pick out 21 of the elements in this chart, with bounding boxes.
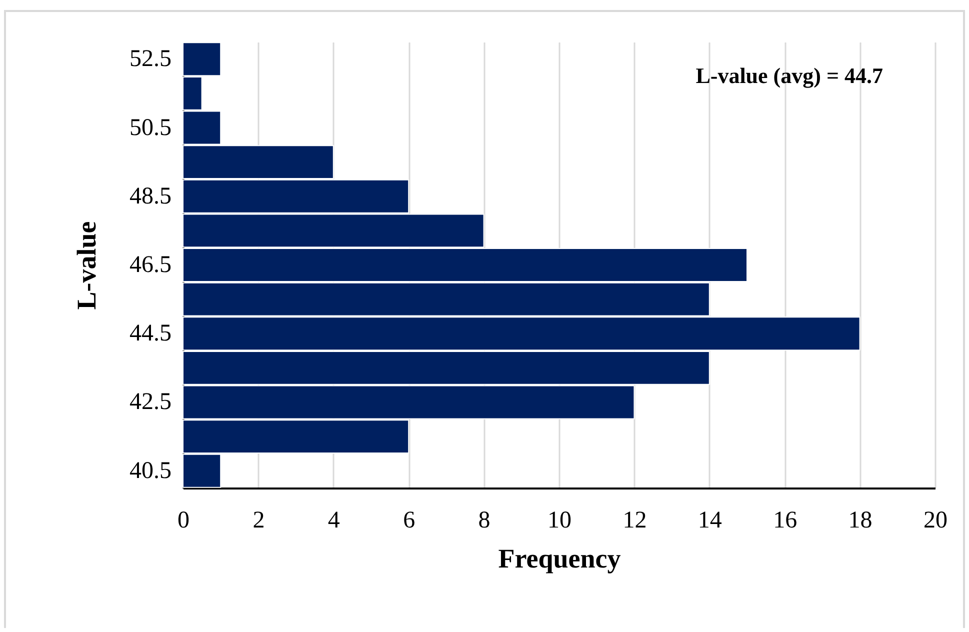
y-axis-title: L-value [72,221,102,310]
y-tick-label: 44.5 [130,320,172,347]
x-tick-label: 2 [252,508,265,534]
x-tick-label: 18 [848,508,872,534]
y-tick-label: 48.5 [130,183,172,210]
x-axis-title: Frequency [498,544,622,574]
x-tick-label: 4 [328,508,340,534]
x-tick-label: 20 [924,508,948,534]
y-tick-label: 42.5 [130,389,172,416]
x-tick-label: 10 [548,508,572,534]
y-tick-label: 52.5 [130,46,172,72]
y-tick-label: 40.5 [130,458,172,484]
x-tick-label: 16 [773,508,798,534]
annotation: L-value (avg) = 44.7 [696,63,883,88]
x-tick-label: 8 [478,508,490,534]
x-tick-label: 12 [622,508,647,534]
x-tick-label: 6 [403,508,416,534]
y-tick-label: 46.5 [130,252,172,278]
y-tick-label: 50.5 [130,114,172,141]
x-tick-label: 14 [698,508,722,534]
x-tick-label: 0 [178,508,190,534]
